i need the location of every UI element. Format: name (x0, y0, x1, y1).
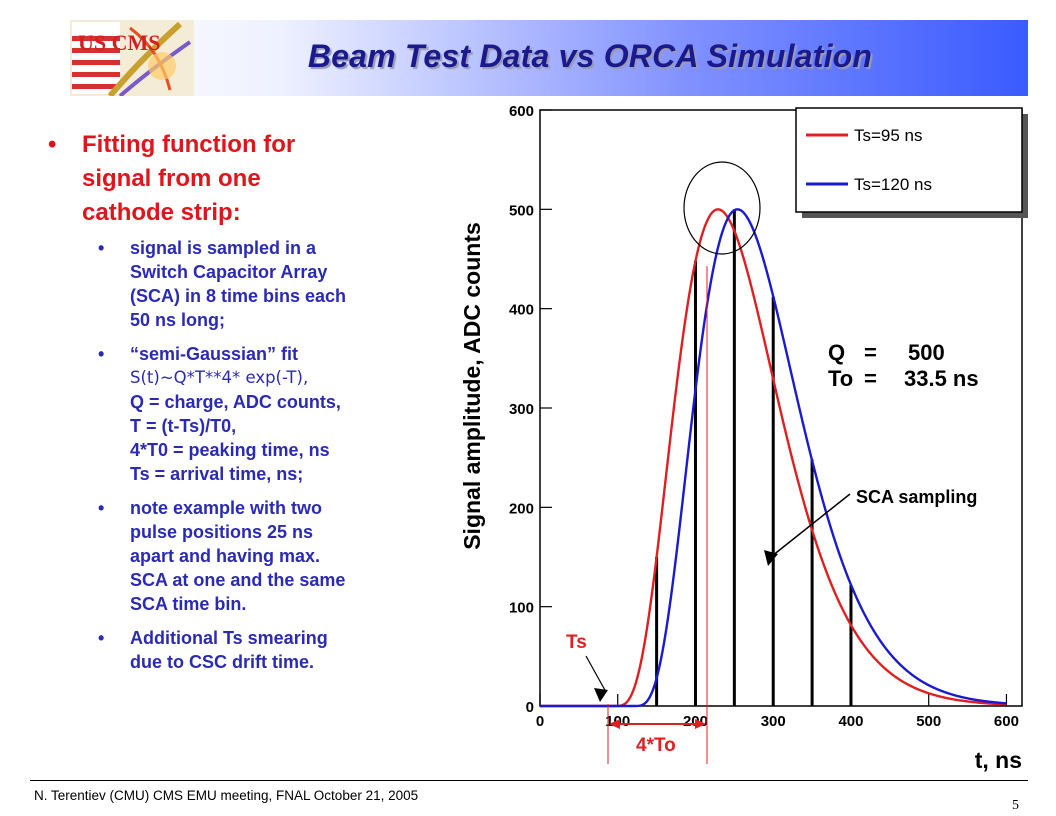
bullet-list: • Fitting function for signal from one c… (48, 128, 428, 684)
peaking-label: 4*To (636, 735, 676, 756)
to-label: To (828, 366, 853, 391)
series-line-ts120 (540, 208, 1007, 708)
title-bar (70, 20, 1028, 96)
bullet-marker: • (98, 344, 105, 364)
sub-bullet-line: Switch Capacitor Array (130, 262, 328, 282)
sub-bullet-line: due to CSC drift time. (130, 652, 314, 672)
main-bullet-line: signal from one (82, 165, 261, 192)
x-tick-label: 300 (761, 713, 786, 730)
sub-bullet-sampling: • signal is sampled in a Switch Capacito… (48, 236, 428, 332)
y-tick-label: 400 (509, 302, 534, 319)
x-tick-label: 600 (994, 713, 1019, 730)
sub-bullet-example: • note example with two pulse positions … (48, 496, 428, 616)
ts-arrow-line (585, 655, 607, 693)
footer-rule (30, 780, 1028, 781)
bullet-marker: • (98, 628, 105, 648)
y-tick-label: 600 (509, 103, 534, 120)
x-tick-label: 500 (916, 713, 941, 730)
peaking-arrow-left (609, 719, 620, 729)
q-label: Q (828, 340, 845, 365)
peak-circle (683, 161, 761, 255)
sub-bullet-line: SCA time bin. (130, 594, 247, 614)
sub-bullet-line: note example with two (130, 498, 323, 518)
x-axis-label: t, ns (975, 747, 1022, 773)
legend-label-ts95: Ts=95 ns (854, 126, 923, 145)
y-tick-label: 0 (526, 699, 534, 716)
to-equals: = (864, 366, 877, 391)
ts-label: Ts (566, 632, 587, 653)
y-tick-label: 500 (509, 202, 534, 219)
q-equals: = (864, 340, 877, 365)
x-tick-label: 0 (536, 713, 544, 730)
uscms-logo: US CMS (70, 20, 194, 98)
slide-title: Beam Test Data vs ORCA Simulation (307, 38, 873, 74)
legend-label-ts120: Ts=120 ns (854, 175, 932, 194)
sub-bullet-smearing: • Additional Ts smearing due to CSC drif… (48, 626, 428, 674)
bullet-marker: • (48, 131, 57, 158)
sub-bullet-line: SCA at one and the same (130, 570, 346, 590)
sub-bullet-line: T = (t-Ts)/T0, (130, 416, 237, 436)
y-axis-label: Signal amplitude, ADC counts (459, 222, 485, 550)
x-tick-label: 400 (838, 713, 863, 730)
fit-parameters: Q = 500 To = 33.5 ns (828, 340, 979, 391)
legend: Ts=95 ns Ts=120 ns (795, 107, 1028, 218)
main-bullet-line: Fitting function for (82, 131, 296, 158)
main-bullet: • Fitting function for signal from one c… (48, 128, 428, 230)
sub-bullet-line: Additional Ts smearing (130, 628, 328, 648)
y-tick-label: 300 (509, 401, 534, 418)
sub-bullet-line: 50 ns long; (130, 310, 226, 330)
sub-bullet-fit: • “semi-Gaussian” fit S(t)~Q*T**4* exp(-… (48, 342, 428, 486)
peaking-arrow-right (695, 719, 706, 729)
sub-bullet-line: Q = charge, ADC counts, (130, 392, 341, 412)
page-number: 5 (1012, 798, 1019, 813)
sub-bullet-line: signal is sampled in a (130, 238, 317, 258)
ts-arrow-head (594, 688, 608, 702)
bullet-marker: • (98, 498, 105, 518)
y-tick-label: 100 (509, 600, 534, 617)
sca-sampling-label: SCA sampling (856, 487, 977, 507)
sca-arrow-line (771, 493, 851, 557)
y-tick-label: 200 (509, 500, 534, 517)
q-value: 500 (908, 340, 945, 365)
main-bullet-line: cathode strip: (82, 199, 241, 226)
sub-bullet-line: Ts = arrival time, ns; (130, 464, 304, 484)
sub-bullet-line: 4*T0 = peaking time, ns (130, 440, 330, 460)
logo-text: US CMS (78, 30, 161, 55)
sca-arrow-head (764, 550, 778, 566)
fit-formula: S(t)~Q*T**4* exp(-T), (130, 368, 309, 387)
bullet-marker: • (98, 238, 105, 258)
sub-bullet-line: pulse positions 25 ns (130, 522, 314, 542)
to-value: 33.5 ns (904, 366, 979, 391)
footer-text: N. Terentiev (CMU) CMS EMU meeting, FNAL… (34, 788, 419, 803)
sub-bullet-line: apart and having max. (130, 546, 321, 566)
sub-bullet-line: (SCA) in 8 time bins each (130, 286, 347, 306)
sub-bullet-line: “semi-Gaussian” fit (130, 344, 299, 364)
